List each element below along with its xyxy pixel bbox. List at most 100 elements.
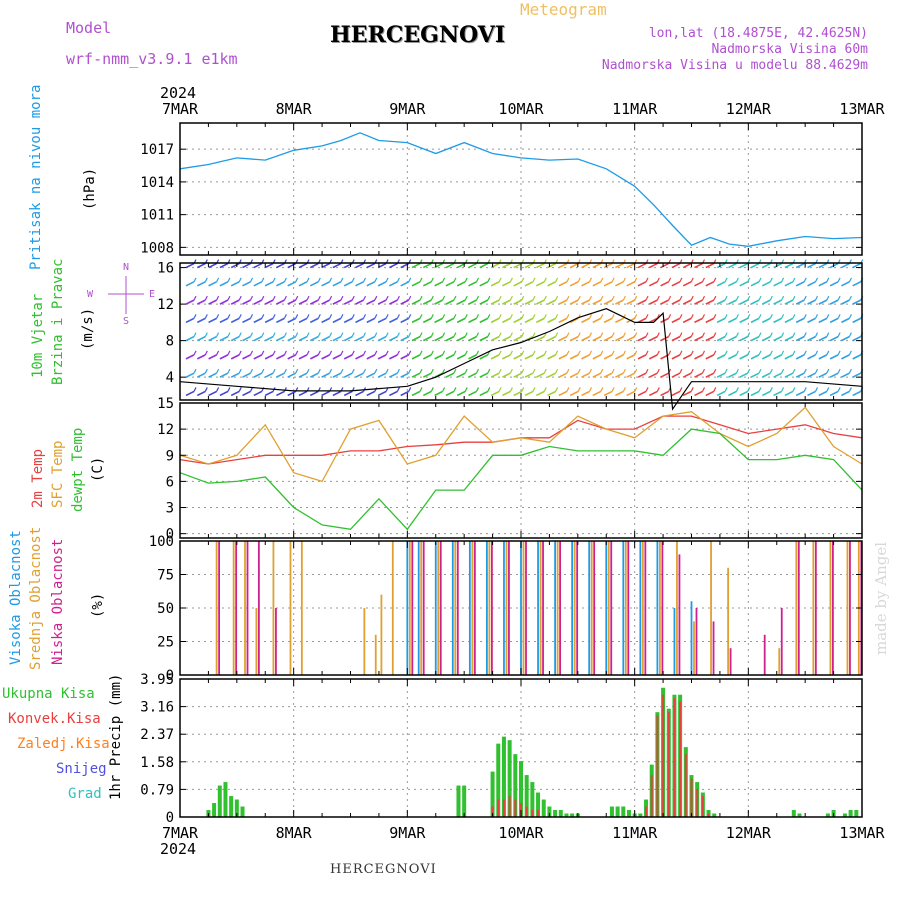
precip-bar — [564, 813, 569, 817]
wind-barb — [422, 372, 432, 378]
wind-barb — [679, 387, 683, 392]
wind-barb — [622, 295, 626, 301]
wind-barb — [490, 390, 500, 397]
wind-barb — [569, 354, 579, 360]
wind-barb — [592, 262, 602, 269]
wind-barb — [837, 295, 841, 301]
wind-barb — [535, 390, 545, 397]
wind-barb — [626, 354, 636, 360]
wind-barb — [758, 350, 762, 356]
wind-barb — [735, 368, 739, 374]
wind-barb — [411, 354, 421, 360]
wind-barb — [298, 372, 308, 378]
precip-bar — [797, 813, 802, 817]
wind-barb — [818, 317, 828, 324]
wind-barb — [321, 372, 330, 378]
wind-barb — [430, 332, 434, 337]
wind-barb — [750, 281, 760, 287]
wind-barb — [555, 314, 559, 319]
wind-barb — [264, 390, 274, 397]
wind-barb — [283, 350, 287, 356]
wind-barb — [826, 387, 830, 392]
wind-barb — [581, 390, 590, 397]
wind-barb — [253, 372, 263, 378]
wind-barb — [242, 335, 251, 342]
wind-barb — [242, 390, 251, 397]
wind-barb — [701, 350, 706, 356]
wind-barb — [487, 277, 491, 283]
wind-barb — [569, 390, 579, 397]
precip-bar — [513, 754, 518, 817]
wind-barb — [634, 350, 638, 356]
wind-barb — [321, 354, 330, 360]
wind-barb — [841, 390, 850, 397]
wind-barb — [814, 295, 819, 301]
legend-graupel: Grad — [68, 786, 102, 802]
wind-barb — [253, 354, 263, 360]
wind-barb — [626, 372, 636, 378]
wind-barb — [547, 372, 556, 378]
wind-barb — [603, 390, 613, 397]
wind-barb — [543, 350, 547, 356]
wind-barb — [807, 299, 816, 305]
y-tick-label: 75 — [157, 568, 174, 584]
wind-barb — [513, 262, 523, 269]
wind-barb — [498, 295, 502, 301]
wind-barb — [656, 368, 660, 374]
wind-barb — [773, 354, 782, 360]
wind-barb — [581, 354, 590, 360]
wind-barb — [249, 314, 254, 319]
wind-barb — [204, 350, 208, 356]
wind-barb — [509, 387, 513, 392]
wind-barb — [468, 299, 477, 305]
wind-barb — [792, 350, 796, 356]
wind-barb — [713, 387, 717, 392]
wind-barb — [535, 317, 545, 324]
wind-barb — [615, 281, 624, 287]
wind-barb — [185, 335, 195, 342]
wind-barb — [400, 335, 410, 342]
x-tick-label-top: 8MAR — [276, 100, 313, 118]
wind-barb — [355, 390, 364, 397]
wind-barb — [735, 332, 739, 337]
wind-barb — [694, 372, 703, 378]
wind-barb — [208, 354, 217, 360]
wind-barb — [532, 350, 536, 356]
wind-speed-line — [179, 308, 863, 411]
wind-barb — [332, 281, 342, 287]
wind-barb — [419, 314, 423, 319]
wind-barb — [682, 281, 692, 287]
wind-barb — [329, 368, 333, 374]
wind-barb — [558, 299, 568, 305]
wind-barb — [648, 335, 658, 342]
precip-bar — [531, 810, 534, 817]
wind-barb — [852, 372, 862, 378]
wind-barb — [321, 390, 330, 397]
wind-barb — [739, 372, 749, 378]
precip-bar — [502, 799, 505, 817]
wind-barb — [430, 295, 434, 301]
wind-barb — [230, 390, 240, 397]
wind-barb — [487, 295, 491, 301]
wind-barb — [487, 332, 491, 337]
wind-barb — [535, 262, 545, 269]
x-tick-label-top: 9MAR — [389, 100, 426, 118]
wind-barb — [792, 332, 796, 337]
wind-barb — [668, 277, 672, 283]
wind-barb — [555, 277, 559, 283]
compass-letter: W — [87, 289, 94, 300]
wind-barb — [716, 354, 726, 360]
wind-barb — [185, 299, 195, 305]
wind-barb — [739, 262, 749, 269]
wind-barb — [422, 335, 432, 342]
wind-barb — [713, 277, 717, 283]
wind-barb — [351, 295, 355, 301]
precip-bar — [615, 806, 620, 817]
wind-barb — [287, 335, 297, 342]
precip-bar — [497, 799, 500, 817]
wind-barb — [185, 262, 195, 269]
wind-barb — [389, 390, 398, 397]
wind-barb — [422, 390, 432, 397]
wind-barb — [713, 314, 717, 319]
wind-barb — [615, 262, 624, 269]
